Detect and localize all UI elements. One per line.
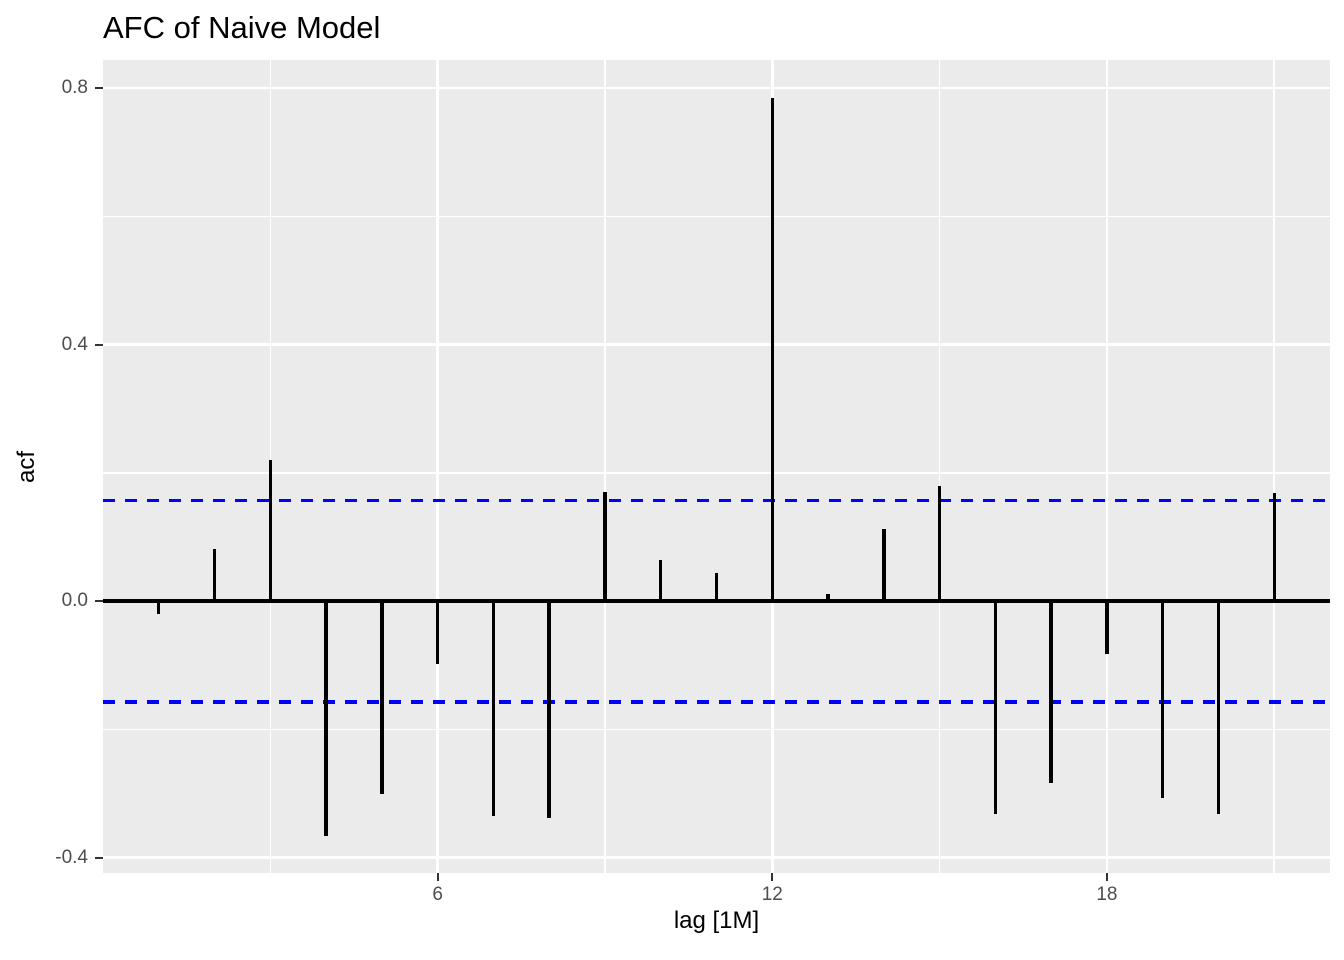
y-minor-gridline: [103, 472, 1330, 474]
acf-bar: [882, 528, 886, 602]
acf-bar: [380, 601, 384, 795]
y-tick-mark: [95, 600, 103, 603]
plot-title: AFC of Naive Model: [103, 10, 381, 45]
y-axis-title: acf: [13, 450, 40, 484]
zero-line: [103, 599, 1330, 603]
y-minor-gridline: [103, 728, 1330, 731]
x-tick-mark: [436, 873, 439, 881]
x-minor-gridline: [938, 60, 941, 873]
acf-bar: [1272, 492, 1276, 602]
y-major-gridline: [103, 86, 1330, 90]
x-axis-title: lag [1M]: [673, 907, 760, 934]
y-tick-mark: [95, 856, 103, 859]
acf-bar: [547, 601, 551, 818]
confidence-interval-line: [103, 700, 1330, 704]
acf-bar: [993, 601, 998, 814]
x-tick-label: 6: [432, 884, 443, 905]
acf-bar: [714, 572, 719, 602]
x-major-gridline: [436, 60, 439, 873]
plot-panel: [103, 60, 1330, 873]
acf-bar: [826, 594, 830, 602]
y-tick-label: 0.8: [61, 77, 88, 99]
x-tick-label: 12: [761, 884, 783, 905]
acf-bar: [1216, 601, 1221, 814]
y-tick-label: -0.4: [55, 846, 88, 868]
acf-bar: [659, 560, 663, 602]
x-minor-gridline: [604, 60, 606, 873]
y-tick-mark: [95, 343, 103, 346]
acf-bar: [212, 548, 217, 602]
acf-bar: [937, 486, 942, 602]
x-tick-mark: [1105, 873, 1108, 881]
y-tick-label: 0.4: [61, 333, 88, 355]
y-tick-label: 0.0: [61, 590, 88, 612]
x-major-gridline: [1105, 60, 1109, 873]
acf-bar: [268, 460, 272, 602]
acf-bar: [603, 491, 607, 602]
y-tick-mark: [95, 87, 103, 90]
confidence-interval-line: [103, 498, 1330, 503]
x-minor-gridline: [1273, 60, 1276, 873]
acf-bar: [157, 601, 161, 614]
acf-bar: [1049, 601, 1053, 784]
acf-bar: [1105, 601, 1109, 654]
x-tick-label: 18: [1096, 884, 1118, 905]
acf-bar: [770, 97, 774, 602]
acf-bar: [1160, 601, 1165, 798]
x-tick-mark: [771, 873, 774, 881]
y-major-gridline: [103, 856, 1330, 859]
y-minor-gridline: [103, 215, 1330, 218]
acf-bar: [324, 601, 328, 836]
acf-bar: [491, 601, 496, 816]
y-major-gridline: [103, 343, 1330, 346]
acf-bar: [435, 601, 440, 664]
